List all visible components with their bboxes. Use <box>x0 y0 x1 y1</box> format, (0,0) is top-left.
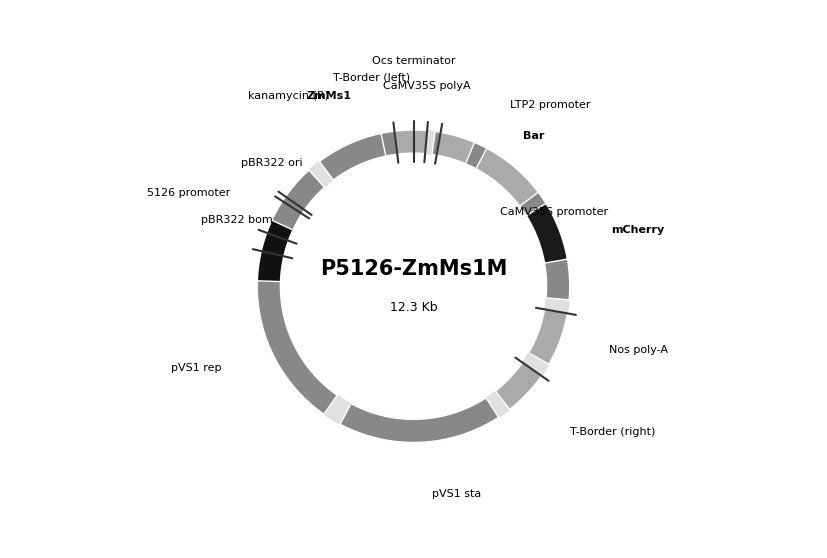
Polygon shape <box>528 309 567 364</box>
Polygon shape <box>476 148 538 206</box>
Text: mCherry: mCherry <box>611 225 664 234</box>
Polygon shape <box>257 264 337 414</box>
Polygon shape <box>437 132 475 163</box>
Text: pVS1 rep: pVS1 rep <box>171 363 222 373</box>
Text: Nos poly-A: Nos poly-A <box>609 345 668 355</box>
Text: 5126 promoter: 5126 promoter <box>147 188 231 198</box>
Text: LTP2 promoter: LTP2 promoter <box>510 100 590 110</box>
Text: pVS1 sta: pVS1 sta <box>432 489 481 499</box>
Text: kanamycin (R): kanamycin (R) <box>248 91 329 101</box>
Text: Bar: Bar <box>523 131 544 141</box>
Polygon shape <box>283 170 324 214</box>
Polygon shape <box>258 170 324 275</box>
Polygon shape <box>394 130 427 154</box>
Polygon shape <box>319 130 427 180</box>
Polygon shape <box>257 220 293 282</box>
Text: CaMV35S promoter: CaMV35S promoter <box>500 206 608 217</box>
Polygon shape <box>319 133 386 180</box>
Polygon shape <box>257 130 570 442</box>
Text: ZmMs1: ZmMs1 <box>307 92 351 102</box>
Text: T-Border (left): T-Border (left) <box>332 73 410 83</box>
Text: T-Border (right): T-Border (right) <box>570 427 656 437</box>
Text: Ocs terminator: Ocs terminator <box>372 56 455 66</box>
Text: 12.3 Kb: 12.3 Kb <box>390 301 437 314</box>
Text: CaMV35S polyA: CaMV35S polyA <box>383 81 471 91</box>
Polygon shape <box>261 213 296 256</box>
Polygon shape <box>432 132 529 197</box>
Polygon shape <box>526 204 567 263</box>
Polygon shape <box>519 190 570 300</box>
Polygon shape <box>340 398 499 442</box>
Text: pBR322 ori: pBR322 ori <box>241 158 303 169</box>
Polygon shape <box>495 363 542 410</box>
Text: pBR322 bom: pBR322 bom <box>201 215 272 225</box>
Text: P5126-ZmMs1M: P5126-ZmMs1M <box>320 259 507 279</box>
